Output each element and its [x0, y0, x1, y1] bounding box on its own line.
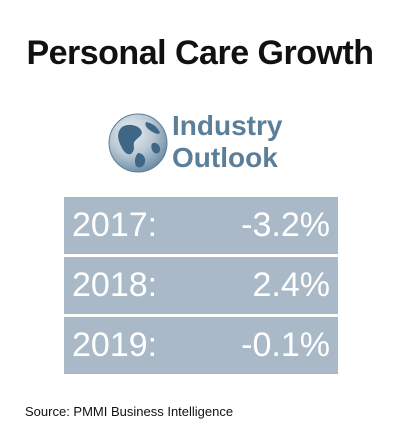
row-year: 2017: [72, 206, 158, 244]
growth-table: 2017: -3.2% 2018: 2.4% 2019: -0.1% [64, 197, 338, 377]
brand-line-outlook: Outlook [172, 142, 278, 173]
row-year: 2018: [72, 266, 158, 304]
brand-text: Industry Outlook [172, 110, 282, 174]
table-row: 2017: -3.2% [64, 197, 338, 254]
industry-outlook-logo: Industry Outlook [108, 108, 298, 178]
row-value: 2.4% [252, 266, 331, 304]
table-row: 2018: 2.4% [64, 257, 338, 314]
source-note: Source: PMMI Business Intelligence [25, 404, 234, 419]
brand-line-industry: Industry [172, 110, 283, 141]
table-row: 2019: -0.1% [64, 317, 338, 374]
row-value: -3.2% [241, 206, 330, 244]
row-value: -0.1% [241, 326, 330, 364]
page-title: Personal Care Growth [26, 34, 374, 72]
globe-icon [108, 113, 168, 173]
row-year: 2019: [72, 326, 158, 364]
